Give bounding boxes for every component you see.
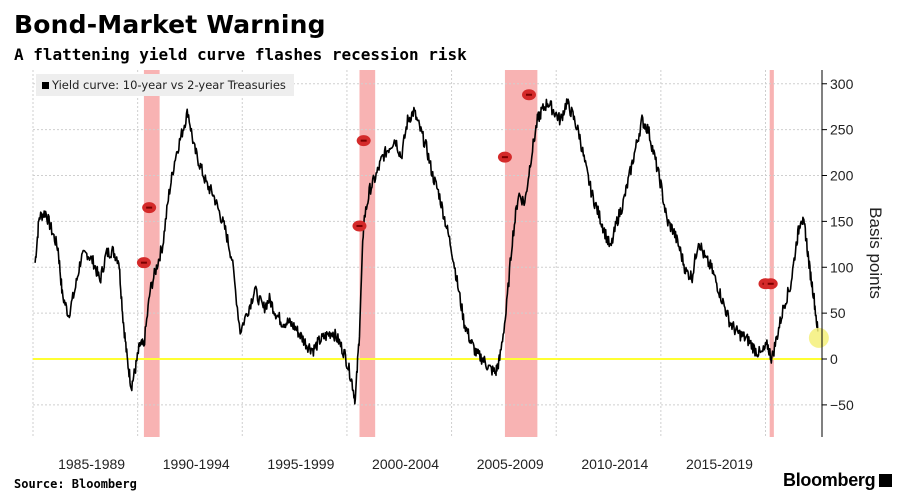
- chart-title: Bond-Market Warning: [14, 10, 326, 39]
- x-tick-label: 2000-2004: [372, 456, 439, 472]
- x-tick-label: 2010-2014: [581, 456, 648, 472]
- recession-marker-glyph: [767, 282, 774, 285]
- current-point: [808, 327, 829, 348]
- chart-subtitle: A flattening yield curve flashes recessi…: [14, 45, 467, 64]
- recession-band: [504, 70, 538, 437]
- y-tick-label: 100: [830, 259, 854, 275]
- y-tick-label: 300: [830, 76, 854, 92]
- horizontal-gridlines: [33, 83, 822, 406]
- recession-markers: [136, 89, 778, 290]
- legend-label: Yield curve: 10-year vs 2-year Treasurie…: [52, 78, 286, 92]
- legend-swatch: [42, 82, 49, 89]
- source-note: Source: Bloomberg: [14, 477, 137, 491]
- y-tick-label: −50: [830, 397, 854, 413]
- chart-legend: Yield curve: 10-year vs 2-year Treasurie…: [36, 74, 294, 96]
- recession-marker-glyph: [360, 139, 367, 142]
- recession-band: [143, 70, 160, 437]
- series-line: [34, 98, 819, 405]
- series-lines: [34, 98, 819, 405]
- current-point-dot: [808, 327, 829, 348]
- brand-name: Bloomberg: [783, 470, 876, 490]
- x-tick-label: 1990-1994: [163, 456, 230, 472]
- y-tick-label: 0: [830, 351, 838, 367]
- recession-marker-glyph: [146, 206, 153, 209]
- x-tick-label: 2015-2019: [686, 456, 753, 472]
- x-tick-label: 1985-1989: [58, 456, 125, 472]
- y-tick-label: 150: [830, 213, 854, 229]
- recession-marker-glyph: [526, 93, 533, 96]
- vertical-gridlines: [32, 70, 766, 437]
- y-tick-label: 50: [830, 305, 846, 321]
- x-tick-label: 2005-2009: [477, 456, 544, 472]
- y-tick-label: 250: [830, 122, 854, 138]
- y-tick-label: 200: [830, 168, 854, 184]
- x-tick-label: 1995-1999: [267, 456, 334, 472]
- recession-marker-glyph: [140, 261, 147, 264]
- brand-logo: Bloomberg: [783, 470, 893, 491]
- recession-marker-glyph: [356, 224, 363, 227]
- recession-marker-glyph: [501, 156, 508, 159]
- recession-band: [769, 70, 774, 437]
- recession-band: [359, 70, 376, 437]
- y-axis: −50 0 50 100 150 200 250 300: [821, 70, 854, 437]
- y-axis-label: Basis points: [866, 207, 885, 299]
- recession-bands: [143, 70, 774, 437]
- x-axis: 1985-1989 1990-1994 1995-1999 2000-2004 2005…: [58, 456, 753, 472]
- bloomberg-terminal-icon: [879, 474, 893, 487]
